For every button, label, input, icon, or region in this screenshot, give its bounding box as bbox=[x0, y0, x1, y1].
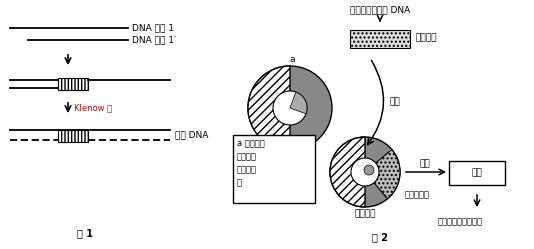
Text: 质粒 A: 质粒 A bbox=[280, 153, 300, 163]
Text: 图 2: 图 2 bbox=[372, 232, 388, 242]
Wedge shape bbox=[330, 137, 400, 207]
Text: 检测、筛选: 检测、筛选 bbox=[405, 190, 430, 199]
Bar bbox=[350, 30, 410, 48]
Text: DNA 单链 1: DNA 单链 1 bbox=[132, 23, 174, 33]
Text: a 点为目的
基因与质
粒的结合
点: a 点为目的 基因与质 粒的结合 点 bbox=[237, 139, 265, 187]
Text: 双链 DNA: 双链 DNA bbox=[175, 130, 208, 139]
Wedge shape bbox=[248, 66, 290, 150]
Text: 人工合成降钙素 DNA: 人工合成降钙素 DNA bbox=[350, 5, 410, 14]
Wedge shape bbox=[365, 149, 400, 199]
Wedge shape bbox=[248, 66, 332, 150]
Bar bbox=[58, 130, 88, 142]
Text: 质粒重组: 质粒重组 bbox=[354, 209, 376, 219]
Circle shape bbox=[364, 165, 374, 175]
Bar bbox=[233, 135, 315, 203]
Circle shape bbox=[273, 91, 307, 125]
Text: 导入: 导入 bbox=[420, 160, 430, 169]
Text: 细菌: 细菌 bbox=[472, 169, 482, 178]
Text: 目的基因: 目的基因 bbox=[415, 34, 436, 43]
Text: a: a bbox=[289, 55, 295, 64]
Bar bbox=[449, 161, 505, 185]
Text: 图 1: 图 1 bbox=[77, 228, 93, 238]
Text: Klenow 酶: Klenow 酶 bbox=[74, 104, 112, 113]
Text: 细胞增殖并表达产品: 细胞增殖并表达产品 bbox=[437, 217, 483, 227]
Text: 结合: 结合 bbox=[390, 98, 400, 107]
Wedge shape bbox=[290, 92, 307, 114]
Wedge shape bbox=[330, 137, 365, 207]
Bar bbox=[58, 78, 88, 90]
Text: DNA 单链 1′: DNA 单链 1′ bbox=[132, 36, 176, 45]
Circle shape bbox=[351, 158, 379, 186]
